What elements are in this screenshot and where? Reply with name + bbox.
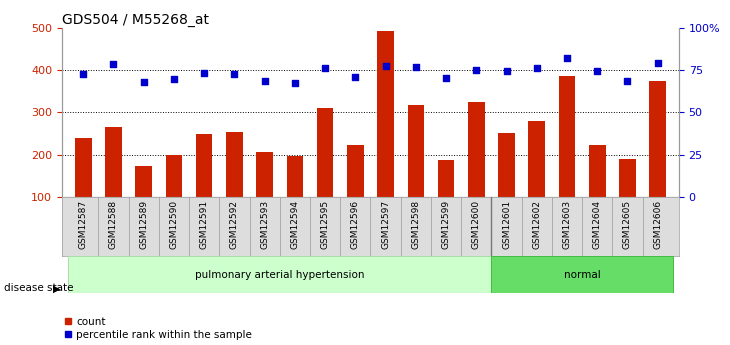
Point — [410, 64, 422, 70]
Bar — [287, 156, 303, 239]
Text: GSM12600: GSM12600 — [472, 200, 481, 249]
Text: GSM12597: GSM12597 — [381, 200, 390, 249]
Text: GDS504 / M55268_at: GDS504 / M55268_at — [62, 12, 209, 27]
Text: GSM12589: GSM12589 — [139, 200, 148, 249]
Point — [77, 71, 89, 77]
Text: GSM12587: GSM12587 — [79, 200, 88, 249]
Point — [289, 80, 301, 85]
Text: GSM12606: GSM12606 — [653, 200, 662, 249]
Bar — [619, 159, 636, 239]
Bar — [166, 155, 182, 239]
Text: disease state: disease state — [4, 284, 73, 294]
Bar — [347, 145, 364, 239]
Text: GSM12596: GSM12596 — [351, 200, 360, 249]
Text: GSM12603: GSM12603 — [563, 200, 572, 249]
Point — [501, 68, 512, 74]
Point — [380, 63, 391, 68]
Text: GSM12602: GSM12602 — [532, 200, 541, 249]
Point — [199, 70, 210, 76]
Bar — [105, 127, 122, 239]
Bar — [196, 134, 212, 239]
Text: GSM12590: GSM12590 — [169, 200, 178, 249]
Text: GSM12594: GSM12594 — [291, 200, 299, 249]
Bar — [558, 76, 575, 239]
Bar — [407, 105, 424, 239]
Point — [107, 61, 119, 66]
Point — [531, 66, 542, 71]
Text: GSM12595: GSM12595 — [320, 200, 330, 249]
Bar — [317, 108, 334, 239]
Text: ▶: ▶ — [53, 284, 60, 294]
Point — [440, 75, 452, 81]
Bar — [438, 160, 454, 239]
Bar — [499, 134, 515, 239]
Text: GSM12601: GSM12601 — [502, 200, 511, 249]
Text: normal: normal — [564, 270, 601, 280]
Bar — [135, 166, 152, 239]
Point — [350, 74, 361, 80]
Bar — [75, 138, 91, 239]
Bar — [256, 152, 273, 239]
Point — [138, 79, 150, 85]
Point — [259, 79, 271, 84]
Point — [622, 79, 634, 84]
Point — [652, 60, 664, 66]
Legend: count, percentile rank within the sample: count, percentile rank within the sample — [64, 317, 252, 340]
Text: GSM12593: GSM12593 — [260, 200, 269, 249]
Text: pulmonary arterial hypertension: pulmonary arterial hypertension — [195, 270, 364, 280]
Bar — [68, 256, 491, 293]
Text: GSM12591: GSM12591 — [200, 200, 209, 249]
Point — [319, 66, 331, 71]
Bar — [377, 31, 394, 239]
Point — [228, 71, 240, 77]
Bar — [650, 81, 666, 239]
Text: GSM12599: GSM12599 — [442, 200, 450, 249]
Text: GSM12598: GSM12598 — [411, 200, 420, 249]
Point — [591, 68, 603, 74]
Bar — [468, 102, 485, 239]
Bar — [589, 145, 606, 239]
Text: GSM12604: GSM12604 — [593, 200, 602, 249]
Bar — [226, 132, 242, 239]
Bar — [529, 121, 545, 239]
Text: GSM12588: GSM12588 — [109, 200, 118, 249]
Point — [168, 77, 180, 82]
Point — [561, 55, 573, 61]
Bar — [491, 256, 673, 293]
Text: GSM12592: GSM12592 — [230, 200, 239, 249]
Point — [470, 67, 482, 73]
Text: GSM12605: GSM12605 — [623, 200, 632, 249]
